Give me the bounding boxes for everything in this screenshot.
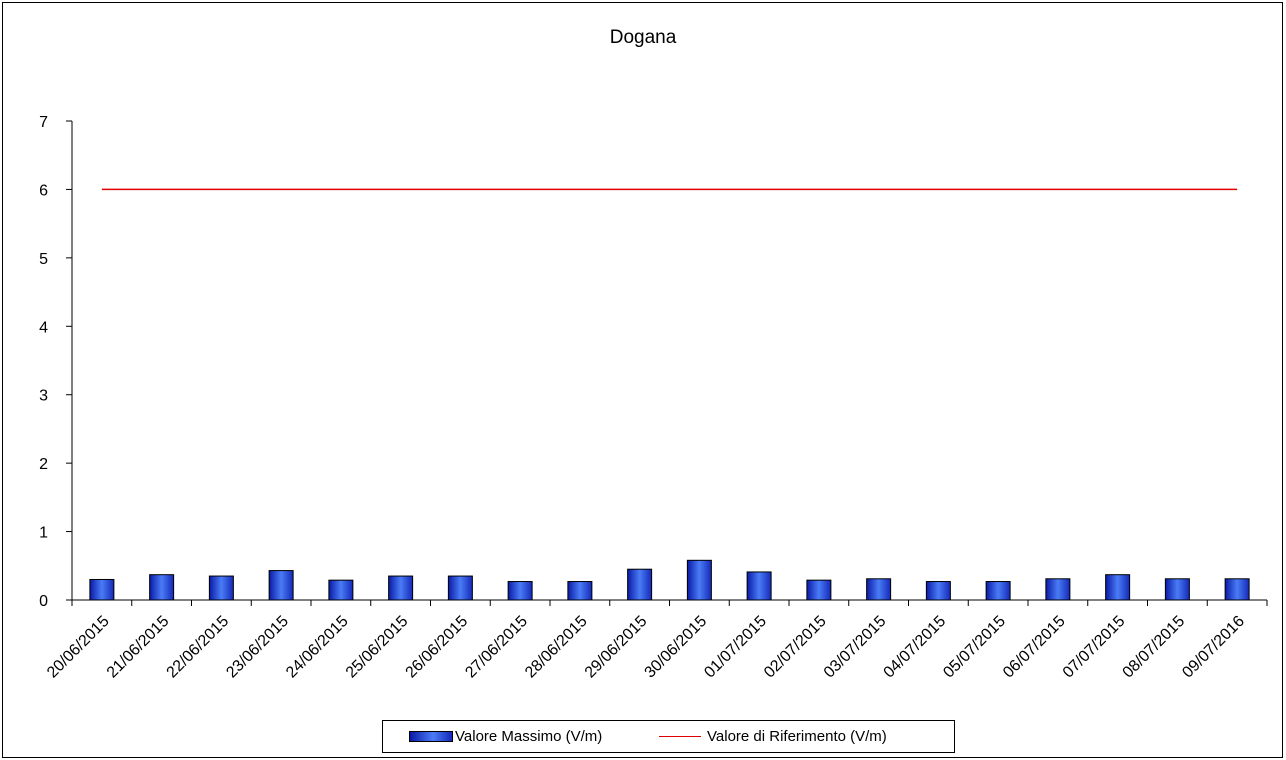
x-tick-label: 28/06/2015 [522, 613, 591, 682]
x-tick-label: 23/06/2015 [223, 613, 292, 682]
legend-item-line: Valore di Riferimento (V/m) [659, 721, 887, 752]
x-tick-label: 22/06/2015 [164, 613, 233, 682]
bar [686, 559, 712, 601]
bar [806, 579, 832, 601]
legend: Valore Massimo (V/m) Valore di Riferimen… [382, 720, 955, 753]
legend-line-swatch [659, 736, 701, 737]
bar [208, 575, 234, 601]
bar [925, 581, 951, 601]
x-tick-label: 02/07/2015 [761, 613, 830, 682]
bar [388, 575, 414, 601]
bar [567, 581, 593, 601]
x-tick-label: 24/06/2015 [283, 613, 352, 682]
y-tick-label: 6 [39, 182, 48, 199]
x-tick-label: 20/06/2015 [44, 613, 113, 682]
bar [268, 570, 294, 601]
x-tick-label: 25/06/2015 [343, 613, 412, 682]
legend-bar-swatch [409, 731, 453, 742]
bar [328, 579, 354, 601]
y-tick-label: 3 [39, 388, 48, 405]
bar [447, 575, 473, 601]
legend-label-line: Valore di Riferimento (V/m) [707, 728, 887, 745]
y-tick-label: 2 [39, 456, 48, 473]
bar [746, 571, 772, 601]
x-tick-label: 27/06/2015 [462, 613, 531, 682]
bar [1045, 578, 1071, 601]
x-tick-label: 21/06/2015 [104, 613, 173, 682]
bar [985, 581, 1011, 601]
bar [507, 581, 533, 601]
y-tick-label: 0 [39, 593, 48, 610]
legend-item-bars: Valore Massimo (V/m) [409, 721, 602, 752]
x-tick-label: 07/07/2015 [1060, 613, 1129, 682]
y-tick-label: 5 [39, 251, 48, 268]
y-tick-label: 1 [39, 525, 48, 542]
bar [1164, 578, 1190, 601]
legend-label-bars: Valore Massimo (V/m) [455, 728, 603, 745]
x-tick-label: 04/07/2015 [881, 613, 950, 682]
bar [866, 578, 892, 601]
x-tick-label: 29/06/2015 [582, 613, 651, 682]
x-tick-label: 05/07/2015 [940, 613, 1009, 682]
y-tick-label: 4 [39, 319, 48, 336]
x-tick-label: 06/07/2015 [1000, 613, 1069, 682]
x-tick-label: 01/07/2015 [701, 613, 770, 682]
bar [89, 578, 115, 601]
bar [1105, 574, 1131, 601]
bar [149, 574, 175, 601]
x-tick-label: 09/07/2016 [1179, 613, 1248, 682]
bar [1224, 578, 1250, 601]
x-tick-label: 26/06/2015 [403, 613, 472, 682]
y-tick-label: 7 [39, 114, 48, 131]
chart-title: Dogana [609, 27, 677, 48]
bar [627, 568, 653, 601]
x-tick-label: 30/06/2015 [642, 613, 711, 682]
x-tick-label: 08/07/2015 [1120, 613, 1189, 682]
x-tick-label: 03/07/2015 [821, 613, 890, 682]
